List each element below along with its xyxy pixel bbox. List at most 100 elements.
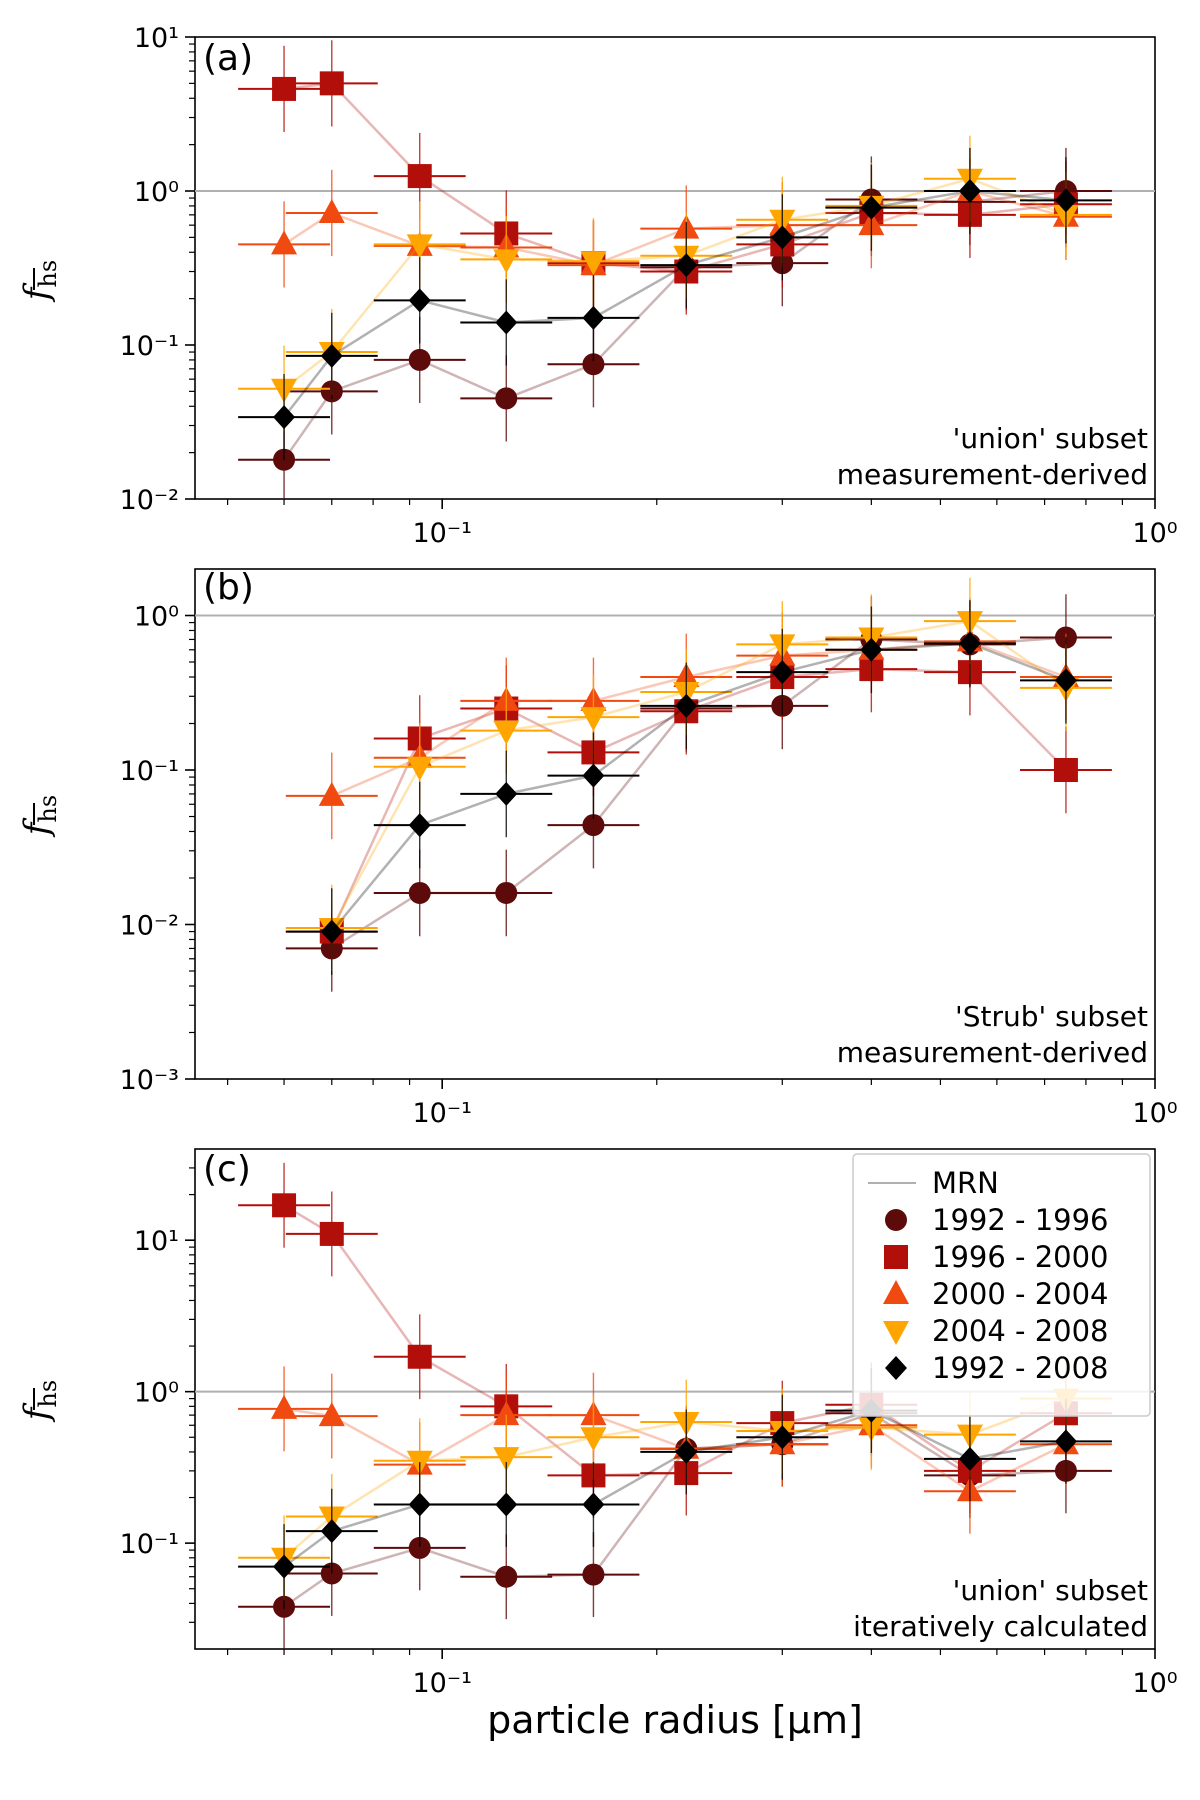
series-line-2004-2008-c [283, 1397, 1067, 1559]
x-tick-label-c: 10⁻¹ [412, 1668, 471, 1699]
marker-diamond-1992-2008-a [860, 195, 883, 220]
marker-diamond-1992-2008-c [1054, 1429, 1077, 1454]
series-line-1992-1996-a [283, 189, 1067, 461]
panel-b: 10⁻³ 10⁻² 10⁻¹ 10⁰ 10⁻¹ 10⁰ (b) 'Strub' subse… [17, 567, 1178, 1129]
annotation-line2-c: iteratively calculated [853, 1610, 1148, 1643]
marker-diamond-1992-2008-a [408, 288, 431, 313]
marker-diamond-1992-2008-c [771, 1425, 794, 1450]
marker-diamond-1992-2008-b [320, 919, 343, 944]
annotation-line1-b: 'Strub' subset [955, 1000, 1148, 1033]
panel-label-b: (b) [203, 567, 254, 608]
annotation-line2-a: measurement-derived [837, 458, 1148, 491]
marker-triangle-up-2000-2004-c [318, 1402, 345, 1427]
series-line-2000-2004-b [331, 640, 1067, 798]
marker-square-1996-2000-a [407, 164, 432, 189]
x-tick-label-b: 10⁻¹ [412, 1098, 471, 1129]
y-axis-label-b: fhs [17, 795, 62, 838]
legend-label: 1992 - 2008 [932, 1351, 1109, 1385]
legend-marker-triangle-up [883, 1280, 909, 1304]
series-line-2000-2004-a [283, 189, 1067, 267]
series-1996-2000-a [238, 40, 1112, 315]
y-axis-label-sub-c: hs [34, 1380, 62, 1408]
series-1992-2008-c [238, 1368, 1112, 1610]
y-tick-label-c: 10⁰ [134, 1378, 179, 1409]
annotation-line2-b: measurement-derived [837, 1036, 1148, 1069]
marker-diamond-1992-2008-a [320, 343, 343, 368]
x-tick-label-a: 10⁰ [1132, 518, 1177, 549]
marker-circle-1992-1996-a [582, 353, 605, 376]
marker-triangle-down-2004-2008-a [406, 234, 433, 259]
y-axis-label-sub-b: hs [34, 795, 62, 823]
marker-triangle-up-2000-2004-c [271, 1394, 298, 1419]
series-line-2000-2004-c [283, 1407, 1067, 1493]
marker-circle-1992-1996-b [582, 814, 605, 837]
marker-square-1996-2000-c [407, 1344, 432, 1369]
y-tick-label-a: 10¹ [134, 23, 179, 54]
marker-diamond-1992-2008-a [958, 179, 981, 203]
legend-entry: 1992 - 1996 [885, 1203, 1109, 1237]
series-1992-1996-b [285, 594, 1112, 992]
marker-diamond-1992-2008-c [675, 1439, 698, 1464]
y-tick-label-a: 10⁻² [120, 485, 179, 516]
y-tick-label-b: 10⁰ [134, 602, 179, 633]
plot-frame-a [194, 36, 1156, 500]
marker-diamond-1992-2008-b [582, 763, 605, 788]
marker-diamond-1992-2008-b [958, 631, 981, 656]
legend-marker-square [884, 1245, 908, 1269]
marker-diamond-1992-2008-a [582, 305, 605, 330]
marker-square-1996-2000-c [272, 1193, 297, 1218]
marker-circle-1992-1996-b [495, 881, 518, 904]
marker-triangle-down-2004-2008-b [406, 756, 433, 781]
series-2004-2008-a [238, 135, 1112, 432]
y-tick-label-c: 10⁻¹ [120, 1529, 179, 1560]
marker-diamond-1992-2008-c [495, 1492, 518, 1517]
legend-marker-diamond [885, 1356, 907, 1380]
y-tick-label-b: 10⁻¹ [120, 756, 179, 787]
legend-label: MRN [932, 1166, 999, 1200]
series-line-1992-2008-a [283, 189, 1067, 418]
marker-diamond-1992-2008-c [320, 1519, 343, 1544]
marker-diamond-1992-2008-c [273, 1554, 296, 1579]
marker-diamond-1992-2008-c [958, 1446, 981, 1471]
panel-label-c: (c) [203, 1149, 251, 1190]
panel-c: 10⁻¹ 10⁰ 10¹ 10⁻¹ 10⁰ (c) 'union' subset ite… [17, 1148, 1178, 1699]
x-tick-label-c: 10⁰ [1132, 1668, 1177, 1699]
legend-entry: 1996 - 2000 [884, 1240, 1109, 1274]
marker-diamond-1992-2008-a [1054, 188, 1077, 213]
series-2004-2008-b [285, 577, 1112, 972]
marker-triangle-up-2000-2004-a [271, 230, 298, 255]
annotation-line1-a: 'union' subset [953, 422, 1148, 455]
legend-label: 2000 - 2004 [932, 1277, 1109, 1311]
marker-diamond-1992-2008-b [495, 781, 518, 806]
marker-triangle-down-2004-2008-b [493, 720, 520, 745]
series-line-1992-1996-c [283, 1411, 1067, 1608]
legend-box [852, 1153, 1151, 1417]
marker-diamond-1992-2008-a [495, 310, 518, 335]
marker-diamond-1992-2008-b [1054, 668, 1077, 693]
marker-diamond-1992-2008-b [771, 660, 794, 685]
plot-frame-b [194, 568, 1156, 1080]
marker-triangle-down-2004-2008-b [580, 707, 607, 732]
y-tick-label-b: 10⁻³ [120, 1065, 179, 1096]
series-line-2004-2008-a [283, 177, 1067, 390]
y-tick-label-a: 10⁰ [134, 177, 179, 208]
series-line-1996-2000-a [283, 82, 1067, 273]
legend-label: 2004 - 2008 [932, 1314, 1109, 1348]
legend-label: 1992 - 1996 [932, 1203, 1109, 1237]
marker-diamond-1992-2008-b [408, 813, 431, 838]
marker-triangle-down-2004-2008-c [493, 1447, 520, 1472]
marker-diamond-1992-2008-a [675, 253, 698, 278]
marker-square-1996-2000-a [319, 71, 344, 96]
marker-triangle-up-2000-2004-b [318, 781, 345, 806]
legend-entry: 2000 - 2004 [883, 1277, 1109, 1311]
marker-square-1996-2000-b [1053, 758, 1078, 783]
series-line-1992-2008-c [283, 1409, 1067, 1568]
y-tick-label-b: 10⁻² [120, 911, 179, 942]
x-axis-label: particle radius [μm] [487, 1698, 863, 1742]
marker-diamond-1992-2008-c [582, 1492, 605, 1517]
series-line-1996-2000-c [283, 1204, 1067, 1477]
marker-circle-1992-1996-a [495, 387, 518, 410]
legend-entry: 1992 - 2008 [885, 1351, 1109, 1385]
x-tick-label-b: 10⁰ [1132, 1098, 1177, 1129]
